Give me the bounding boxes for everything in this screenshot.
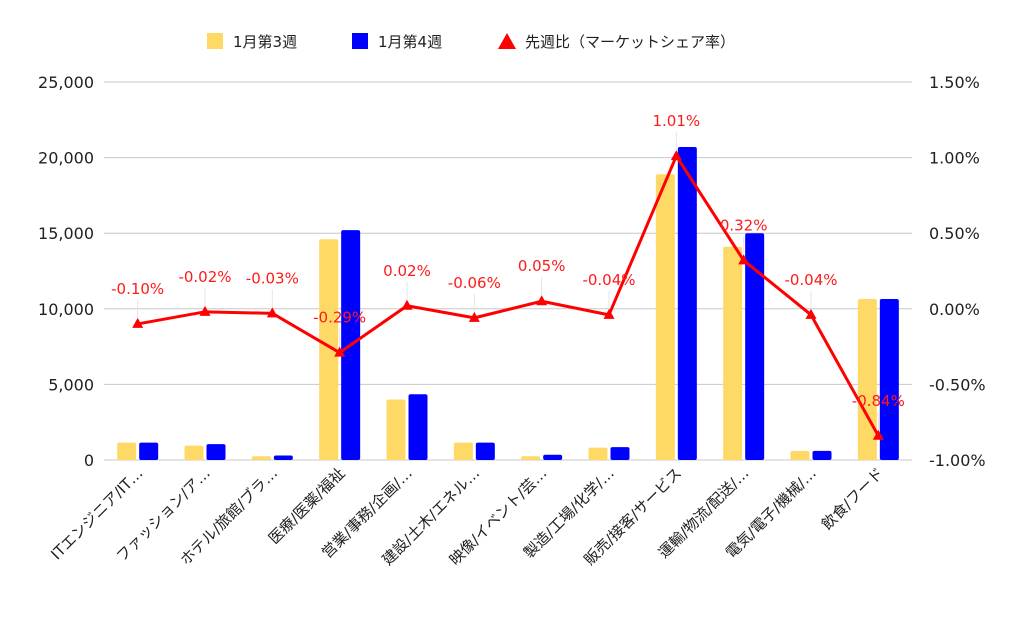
bar xyxy=(408,394,428,460)
bar xyxy=(184,445,204,460)
line-point-marker xyxy=(468,311,480,322)
right-tick-label: 0.00% xyxy=(929,300,980,319)
line-point-marker xyxy=(872,429,884,440)
bar xyxy=(588,447,608,460)
line-point-marker xyxy=(334,346,346,357)
data-label: -0.04% xyxy=(582,271,635,289)
line-point-marker xyxy=(805,308,817,319)
data-label: -0.29% xyxy=(313,309,366,327)
data-label: 0.32% xyxy=(720,216,768,234)
legend-label: 1月第4週 xyxy=(378,33,442,51)
trend-line xyxy=(137,154,880,437)
legend-triangle-icon xyxy=(498,33,516,49)
data-labels: -0.10% -0.02% -0.03% -0.29% 0.02% -0.06% 0.05%… xyxy=(111,112,905,430)
left-tick-label: 5,000 xyxy=(48,375,94,394)
bar xyxy=(319,239,339,460)
bar-series xyxy=(117,147,899,461)
bar xyxy=(723,246,743,460)
bar xyxy=(610,447,630,460)
right-tick-label: 1.00% xyxy=(929,149,980,168)
bar xyxy=(206,444,226,460)
line-point-marker xyxy=(603,308,615,319)
left-tick-label: 10,000 xyxy=(38,300,94,319)
bar xyxy=(543,454,563,460)
data-label: -0.04% xyxy=(784,271,837,289)
category-label: 飲食/フード xyxy=(818,464,887,533)
bar xyxy=(117,442,137,460)
right-axis: -1.00% -0.50% 0.00% 0.50% 1.00% 1.50% xyxy=(929,73,986,470)
legend-swatch xyxy=(207,33,223,49)
data-label: 1.01% xyxy=(653,112,701,130)
left-axis: 0 5,000 10,000 15,000 20,000 25,000 xyxy=(38,73,94,470)
bar xyxy=(475,442,495,460)
data-label: -0.10% xyxy=(111,280,164,298)
right-tick-label: 0.50% xyxy=(929,224,980,243)
data-label: -0.02% xyxy=(178,268,231,286)
bar xyxy=(812,450,832,460)
data-label: 0.05% xyxy=(518,257,566,275)
bar xyxy=(386,399,406,460)
bar xyxy=(655,174,675,460)
line-point-marker xyxy=(536,295,548,306)
bar xyxy=(745,233,765,460)
data-label: -0.84% xyxy=(852,392,905,410)
bar xyxy=(677,147,697,461)
left-tick-label: 0 xyxy=(84,451,94,470)
data-label: -0.03% xyxy=(246,269,299,287)
left-tick-label: 25,000 xyxy=(38,73,94,92)
bar xyxy=(453,442,473,460)
bar xyxy=(273,455,293,460)
category-labels: ITエンジニア/IT…ファッション/ア…ホテル/旅館/ブラ…医療/医薬/福祉営業… xyxy=(47,464,887,569)
legend-label: 先週比（マーケットシェア率） xyxy=(525,33,735,51)
line-point-marker xyxy=(266,307,278,318)
line-point-marker xyxy=(738,254,750,265)
left-tick-label: 15,000 xyxy=(38,224,94,243)
legend: 1月第3週 1月第4週 先週比（マーケットシェア率） xyxy=(207,33,735,51)
bar xyxy=(251,456,271,460)
line-point-marker xyxy=(670,150,682,161)
line-point-marker xyxy=(132,317,144,328)
bar xyxy=(139,442,159,460)
bar xyxy=(857,298,877,460)
data-label: 0.02% xyxy=(383,262,431,280)
line-point-marker xyxy=(401,299,413,310)
line-point-marker xyxy=(199,305,211,316)
legend-swatch xyxy=(352,33,368,49)
data-label: -0.06% xyxy=(448,274,501,292)
right-tick-label: -0.50% xyxy=(929,375,986,394)
bar xyxy=(521,456,541,460)
right-tick-label: 1.50% xyxy=(929,73,980,92)
line-series xyxy=(132,150,884,440)
left-tick-label: 20,000 xyxy=(38,149,94,168)
legend-label: 1月第3週 xyxy=(233,33,297,51)
bar xyxy=(790,450,810,460)
bar xyxy=(879,298,899,460)
right-tick-label: -1.00% xyxy=(929,451,986,470)
